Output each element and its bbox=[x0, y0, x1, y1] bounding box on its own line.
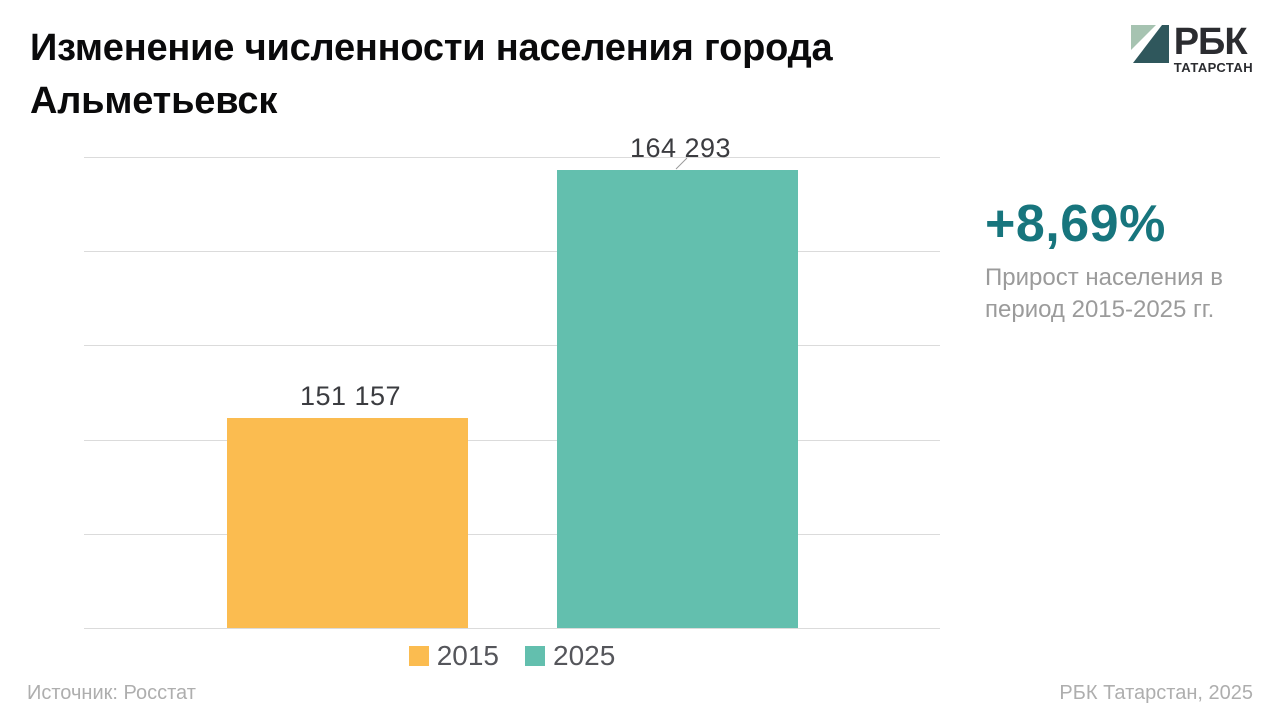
logo-text: РБК ТАТАРСТАН bbox=[1173, 21, 1253, 75]
bar-value-label-2025: 164 293 bbox=[629, 133, 732, 163]
legend-swatch-2025 bbox=[525, 646, 545, 666]
legend-item-2025: 2025 bbox=[525, 640, 615, 672]
growth-stat-block: +8,69% Прирост населения в период 2015-2… bbox=[985, 198, 1270, 326]
logo-brand: РБК bbox=[1173, 21, 1248, 63]
gridline bbox=[84, 628, 940, 629]
credit-note: РБК Татарстан, 2025 bbox=[1059, 682, 1253, 704]
rbc-tatarstan-logo: РБК ТАТАРСТАН bbox=[1130, 21, 1253, 75]
legend-label-2015: 2015 bbox=[436, 640, 499, 671]
bar-2025 bbox=[557, 170, 798, 628]
label-leader-line bbox=[675, 157, 687, 170]
gridline bbox=[84, 345, 940, 347]
bar-chart-plot-area: 151 157 164 293 bbox=[84, 133, 940, 629]
gridline bbox=[84, 157, 940, 158]
source-note: Источник: Росстат bbox=[27, 682, 196, 704]
bar-value-label-2015: 151 157 bbox=[299, 381, 402, 411]
growth-stat-value: +8,69% bbox=[985, 195, 1166, 253]
gridline bbox=[84, 533, 940, 535]
gridline bbox=[84, 251, 940, 253]
legend-item-2015: 2015 bbox=[408, 640, 499, 672]
chart-legend: 2015 2025 bbox=[84, 640, 940, 672]
logo-region: ТАТАРСТАН bbox=[1173, 60, 1253, 75]
rbc-logo-icon bbox=[1130, 25, 1169, 63]
bar-2015 bbox=[227, 418, 468, 628]
growth-stat-caption: Прирост населения в период 2015-2025 гг. bbox=[985, 264, 1223, 323]
gridline bbox=[84, 439, 940, 441]
legend-swatch-2015 bbox=[408, 646, 429, 666]
legend-label-2025: 2025 bbox=[553, 640, 616, 671]
page-title: Изменение численности населения города А… bbox=[30, 27, 833, 122]
